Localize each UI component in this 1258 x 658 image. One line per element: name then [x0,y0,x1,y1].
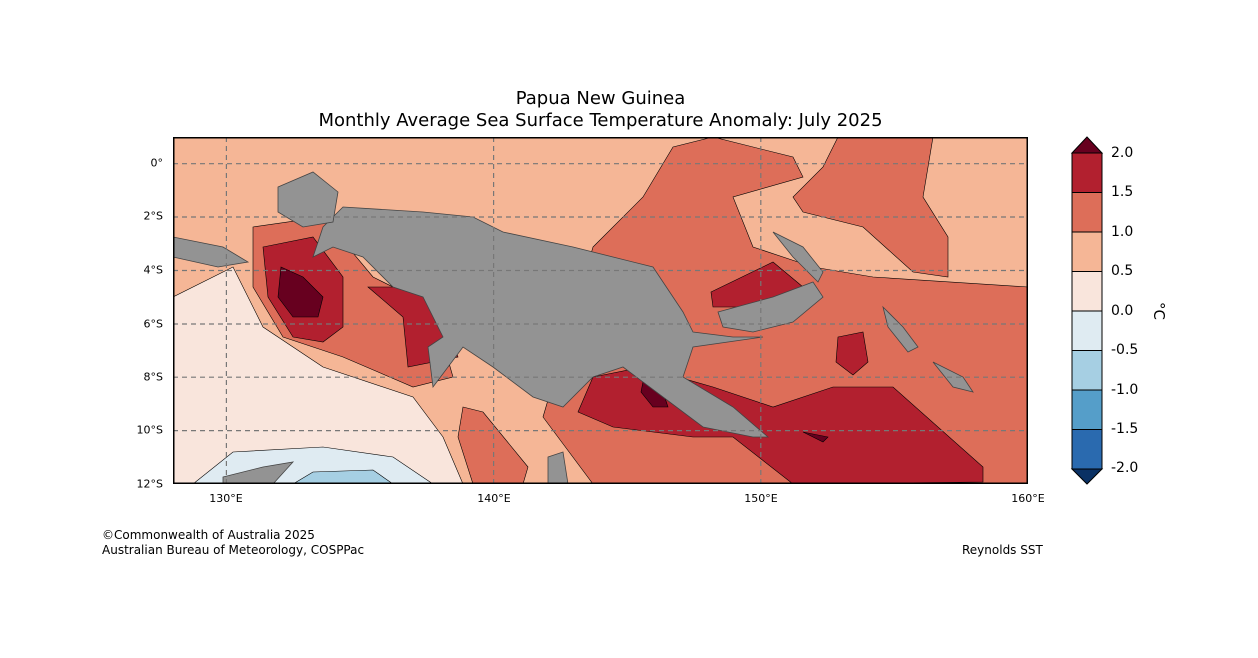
land-halmahera-seram [173,236,250,268]
sst-anomaly-map [173,137,1028,484]
colorbar-unit: °C [1149,302,1168,320]
map-subtitle: Monthly Average Sea Surface Temperature … [318,110,883,131]
colorbar-band [1071,271,1103,312]
dataset: Reynolds SST [962,543,1043,557]
colorbar-tick: -0.5 [1111,342,1139,358]
lat-label: 6°S [143,317,163,331]
lon-label: 160°E [1011,492,1045,505]
land-new-guinea [312,206,770,438]
land [173,171,974,484]
colorbar-tick: -2.0 [1111,460,1139,476]
colorbar-band [1071,389,1103,430]
sea-band-over-2.0 [802,431,829,443]
land-new-ireland [772,231,824,283]
sea-band-0.0-0.5 [173,266,464,484]
lat-label: 0° [150,156,164,170]
colorbar-tick: 2.0 [1111,145,1134,161]
sea-band-minus-1.0-minus-0.5 [292,469,394,484]
colorbar-band [1071,152,1103,193]
colorbar-band [1071,350,1103,391]
lat-label: 4°S [143,263,163,277]
lat-label: 2°S [143,209,163,223]
sea-band-1.0-1.5 [792,137,949,278]
copyright: ©Commonwealth of Australia 2025 [102,528,315,542]
colorbar-band [1071,192,1103,233]
colorbar-tick: 0.5 [1111,263,1134,279]
map-title: Papua New Guinea [515,88,686,109]
colorbar-under [1070,468,1104,485]
land-cape-york [547,451,569,484]
colorbar-tick: -1.5 [1111,421,1139,437]
land-solomons [932,361,974,393]
colorbar-tick: 1.5 [1111,184,1134,200]
colorbar-over [1070,136,1104,154]
colorbar [1070,136,1104,485]
land-bird-head [277,171,339,228]
sea-band-over-2.0 [277,266,324,318]
lon-label: 130°E [209,492,243,505]
lat-label: 8°S [143,370,163,384]
sea-band-1.5-2.0 [835,331,869,376]
colorbar-tick: 0.0 [1111,303,1134,319]
colorbar-tick: -1.0 [1111,382,1139,398]
colorbar-tick: 1.0 [1111,224,1134,240]
lat-label: 12°S [136,477,163,491]
colorbar-band [1071,429,1103,470]
colorbar-band [1071,231,1103,272]
graticule [173,137,1028,484]
source: Australian Bureau of Meteorology, COSPPa… [102,543,365,557]
lat-label: 10°S [136,423,163,437]
colorbar-band [1071,310,1103,351]
land-new-britain [717,281,824,333]
lon-label: 140°E [477,492,511,505]
lon-label: 150°E [744,492,778,505]
